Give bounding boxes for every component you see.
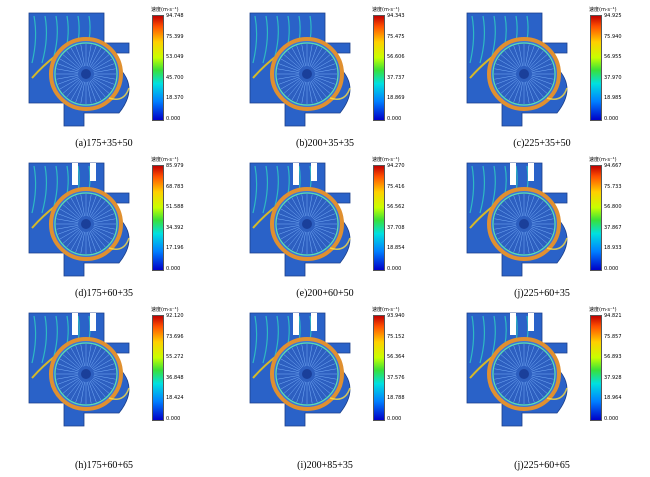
colorbar-tick-label: 56.800 <box>604 204 622 210</box>
colorbar-tick-label: 36.848 <box>166 374 184 381</box>
colorbar-title: 速度(m·s⁻¹) <box>372 7 400 13</box>
colorbar-tick-label: 51.588 <box>166 204 184 210</box>
colorbar-tick-label: 18.788 <box>387 395 405 401</box>
colorbar-tick-label: 75.475 <box>387 33 405 40</box>
colorbar-tick-label: 0.000 <box>387 415 402 422</box>
contour-panel: 速度(m·s⁻¹) 94.821 75.857 56.893 37.928 18.964 0… <box>462 307 650 458</box>
contour-panel: 速度(m·s⁻¹) 92.120 73.696 55.272 36.848 18.424 0… <box>24 307 224 458</box>
flow-field-image <box>249 312 351 427</box>
contour-panel: 速度(m·s⁻¹) 94.925 75.940 56.955 37.970 18.985 0… <box>462 7 650 158</box>
colorbar-tick-label: 0.000 <box>166 115 181 122</box>
colorbar-tick-label: 0.000 <box>604 115 619 122</box>
colorbar <box>152 15 164 121</box>
panel-caption: (a)175+35+50 <box>75 138 133 149</box>
colorbar-tick-label: 94.270 <box>387 163 405 169</box>
flow-field-image <box>28 162 130 277</box>
colorbar-tick-label: 56.364 <box>387 354 405 360</box>
colorbar-title: 速度(m·s⁻¹) <box>589 157 617 163</box>
colorbar-tick-label: 94.821 <box>604 313 622 319</box>
colorbar-tick-label: 18.933 <box>604 245 622 251</box>
colorbar <box>590 165 602 271</box>
colorbar <box>152 165 164 271</box>
colorbar-tick-label: 18.985 <box>604 95 622 101</box>
colorbar-tick-label: 56.562 <box>387 204 405 210</box>
colorbar-tick-label: 92.120 <box>166 313 184 319</box>
colorbar <box>373 315 385 421</box>
colorbar-tick-label: 17.196 <box>166 245 184 251</box>
panel-caption: (d)175+60+35 <box>75 288 133 299</box>
colorbar-tick-label: 37.576 <box>387 374 405 381</box>
colorbar-tick-label: 0.000 <box>604 415 619 422</box>
colorbar-tick-label: 18.854 <box>387 245 405 251</box>
colorbar-tick-label: 75.733 <box>604 183 622 190</box>
colorbar-title: 速度(m·s⁻¹) <box>151 307 179 313</box>
panel-caption: (e)200+60+50 <box>296 288 354 299</box>
panel-caption: (j)225+60+65 <box>514 460 570 471</box>
colorbar-tick-label: 56.893 <box>604 354 622 360</box>
panel-caption: (b)200+35+35 <box>296 138 354 149</box>
colorbar-tick-label: 75.416 <box>387 183 405 190</box>
colorbar <box>590 315 602 421</box>
flow-field-image <box>249 12 351 127</box>
colorbar-tick-label: 75.399 <box>166 33 184 40</box>
colorbar-tick-label: 18.424 <box>166 395 184 401</box>
colorbar-tick-label: 73.696 <box>166 333 184 340</box>
panel-caption: (c)225+35+50 <box>513 138 571 149</box>
colorbar-title: 速度(m·s⁻¹) <box>151 157 179 163</box>
contour-panel: 速度(m·s⁻¹) 93.940 75.152 56.364 37.576 18.788 0… <box>245 307 445 458</box>
contour-panel: 速度(m·s⁻¹) 94.270 75.416 56.562 37.708 18.854 0… <box>245 157 445 308</box>
colorbar-tick-label: 53.049 <box>166 54 184 60</box>
flow-field-image <box>466 162 568 277</box>
contour-panel: 速度(m·s⁻¹) 85.979 68.783 51.588 34.392 17.196 0… <box>24 157 224 308</box>
colorbar-tick-label: 34.392 <box>166 224 184 231</box>
colorbar-title: 速度(m·s⁻¹) <box>589 307 617 313</box>
colorbar-tick-label: 75.152 <box>387 333 405 340</box>
colorbar-tick-label: 94.925 <box>604 13 622 19</box>
colorbar <box>373 165 385 271</box>
colorbar-tick-label: 0.000 <box>166 265 181 272</box>
colorbar-tick-label: 37.867 <box>604 224 622 231</box>
flow-field-image <box>466 12 568 127</box>
colorbar-tick-label: 75.940 <box>604 33 622 40</box>
colorbar-tick-label: 18.370 <box>166 95 184 101</box>
contour-panel: 速度(m·s⁻¹) 94.667 75.733 56.800 37.867 18.933 0… <box>462 157 650 308</box>
flow-field-image <box>28 312 130 427</box>
colorbar-tick-label: 37.970 <box>604 74 622 81</box>
colorbar-tick-label: 93.940 <box>387 313 405 319</box>
colorbar-title: 速度(m·s⁻¹) <box>372 307 400 313</box>
panel-caption: (j)225+60+35 <box>514 288 570 299</box>
colorbar-tick-label: 37.928 <box>604 374 622 381</box>
colorbar-tick-label: 56.606 <box>387 54 405 60</box>
colorbar-tick-label: 85.979 <box>166 163 184 169</box>
colorbar <box>373 15 385 121</box>
colorbar-tick-label: 55.272 <box>166 354 184 360</box>
colorbar-title: 速度(m·s⁻¹) <box>151 7 179 13</box>
panel-caption: (i)200+85+35 <box>297 460 353 471</box>
colorbar-title: 速度(m·s⁻¹) <box>372 157 400 163</box>
colorbar-tick-label: 37.737 <box>387 74 405 81</box>
contour-panel: 速度(m·s⁻¹) 94.343 75.475 56.606 37.737 18.869 0… <box>245 7 445 158</box>
colorbar <box>590 15 602 121</box>
colorbar-title: 速度(m·s⁻¹) <box>589 7 617 13</box>
colorbar-tick-label: 94.748 <box>166 13 184 19</box>
colorbar <box>152 315 164 421</box>
colorbar-tick-label: 94.343 <box>387 13 405 19</box>
colorbar-tick-label: 18.869 <box>387 95 405 101</box>
colorbar-tick-label: 56.955 <box>604 54 622 60</box>
flow-field-image <box>249 162 351 277</box>
colorbar-tick-label: 0.000 <box>604 265 619 272</box>
colorbar-tick-label: 68.783 <box>166 183 184 190</box>
colorbar-tick-label: 0.000 <box>387 265 402 272</box>
colorbar-tick-label: 0.000 <box>387 115 402 122</box>
contour-panel: 速度(m·s⁻¹) 94.748 75.399 53.049 45.700 18.370 0… <box>24 7 224 158</box>
flow-field-image <box>466 312 568 427</box>
colorbar-tick-label: 75.857 <box>604 333 622 340</box>
flow-field-image <box>28 12 130 127</box>
colorbar-tick-label: 37.708 <box>387 224 405 231</box>
colorbar-tick-label: 94.667 <box>604 163 622 169</box>
colorbar-tick-label: 45.700 <box>166 74 184 81</box>
colorbar-tick-label: 0.000 <box>166 415 181 422</box>
colorbar-tick-label: 18.964 <box>604 395 622 401</box>
panel-caption: (h)175+60+65 <box>75 460 133 471</box>
